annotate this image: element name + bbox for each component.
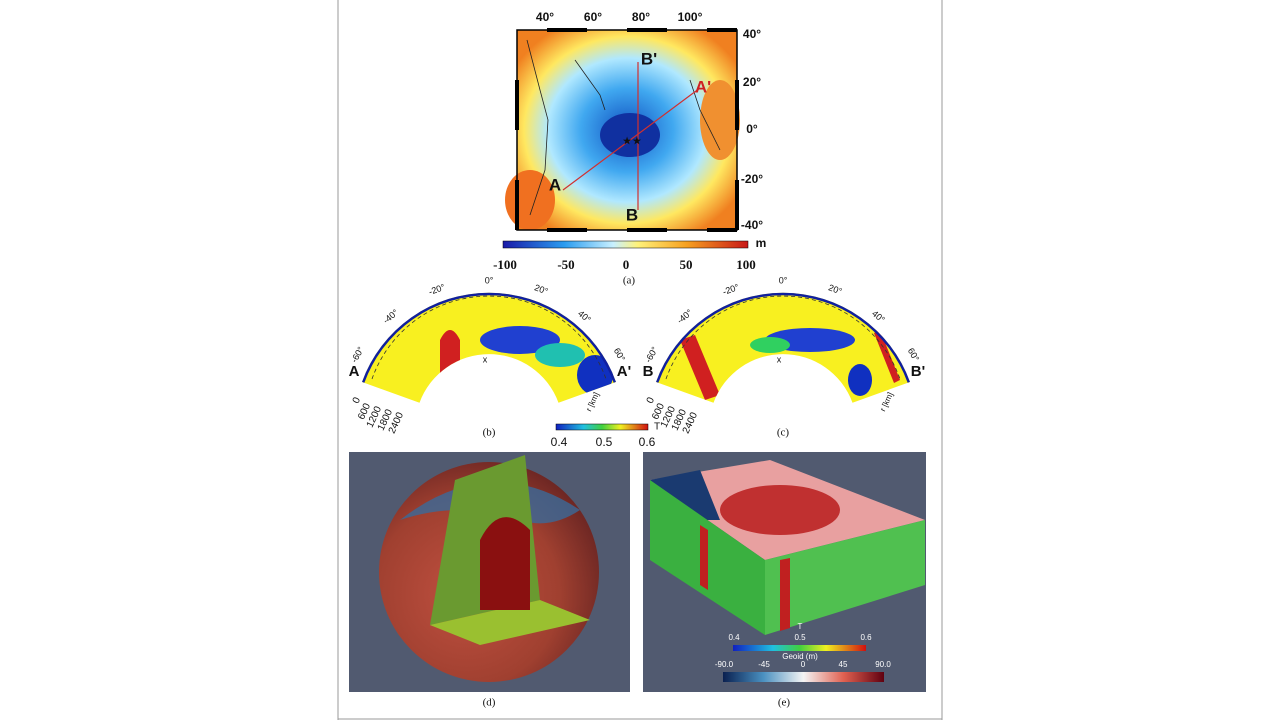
colorbar-tick: 0.4 xyxy=(728,633,740,642)
angle-tick: 40° xyxy=(576,308,593,325)
profile-label: A' xyxy=(695,77,711,96)
radius-label: r [km] xyxy=(584,391,601,413)
angle-tick: 60° xyxy=(612,346,628,363)
colorbar-tick: 0.6 xyxy=(639,435,656,449)
colorbar-tick: 50 xyxy=(680,257,693,272)
colorbar-tick: 0 xyxy=(623,257,630,272)
angle-tick: -60° xyxy=(349,345,366,365)
colorbar-label: T xyxy=(654,422,660,433)
angle-tick: -40° xyxy=(675,307,694,326)
lat-tick: 20° xyxy=(743,75,761,89)
angle-tick: 0° xyxy=(779,275,788,285)
radius-label: r [km] xyxy=(878,391,895,413)
colorbar-tick: 45 xyxy=(839,660,848,669)
angle-tick: 60° xyxy=(906,346,922,363)
lat-tick: 0° xyxy=(746,122,758,136)
profile-end: A' xyxy=(617,363,631,380)
colorbar-unit: m xyxy=(756,236,767,250)
angle-tick: -20° xyxy=(427,282,446,297)
profile-end: B' xyxy=(911,363,925,380)
lon-tick: 80° xyxy=(632,10,650,24)
colorbar xyxy=(555,423,649,431)
colorbar-tick: 0 xyxy=(801,660,806,669)
colorbar-tick: -45 xyxy=(758,660,770,669)
profile-label: B xyxy=(626,205,638,224)
globe-render xyxy=(349,452,630,692)
depth-tick: 0 xyxy=(645,395,658,405)
angle-tick: -60° xyxy=(643,345,660,365)
lat-tick: -20° xyxy=(741,172,763,186)
angle-tick: 20° xyxy=(827,282,844,296)
caption: (e) xyxy=(778,697,791,709)
svg-text:★★: ★★ xyxy=(622,136,642,148)
colorbar-tick: -50 xyxy=(557,257,574,272)
angle-tick: 0° xyxy=(485,275,494,285)
lon-tick: 60° xyxy=(584,10,602,24)
colorbar-tick: 0.6 xyxy=(860,633,872,642)
center-label: x xyxy=(777,354,782,364)
lon-tick: 40° xyxy=(536,10,554,24)
profile-start: B xyxy=(643,363,654,380)
caption: (d) xyxy=(483,697,496,709)
colorbar-tick: 0.4 xyxy=(551,435,568,449)
colorbar-tick: 0.5 xyxy=(596,435,613,449)
lat-tick: 40° xyxy=(743,27,761,41)
caption: (b) xyxy=(483,427,496,439)
colorbar xyxy=(502,240,749,249)
colorbar-tick: -100 xyxy=(493,257,517,272)
colorbar-tick: -90.0 xyxy=(715,660,734,669)
box-render xyxy=(643,452,926,692)
map: ★★ xyxy=(505,28,740,232)
profile-start: A xyxy=(349,363,360,380)
colorbar-label: Geoid (m) xyxy=(782,652,818,661)
center-label: x xyxy=(483,354,488,364)
angle-tick: 40° xyxy=(870,308,887,325)
profile-label: B' xyxy=(641,49,657,68)
dashed-arc xyxy=(371,295,607,380)
colorbar-tick: 100 xyxy=(736,257,756,272)
dashed-arc xyxy=(665,295,901,380)
lon-tick: 100° xyxy=(678,10,703,24)
depth-tick: 0 xyxy=(351,395,364,405)
angle-tick: 20° xyxy=(533,282,550,296)
caption: (c) xyxy=(777,427,790,439)
lat-tick: -40° xyxy=(741,218,763,232)
colorbar-tick: 0.5 xyxy=(794,633,806,642)
colorbar-tick: 90.0 xyxy=(875,660,891,669)
colorbar-label: T xyxy=(798,622,803,631)
angle-tick: -20° xyxy=(721,282,740,297)
caption: (a) xyxy=(623,275,636,287)
profile-label: A xyxy=(549,175,561,194)
angle-tick: -40° xyxy=(381,307,400,326)
